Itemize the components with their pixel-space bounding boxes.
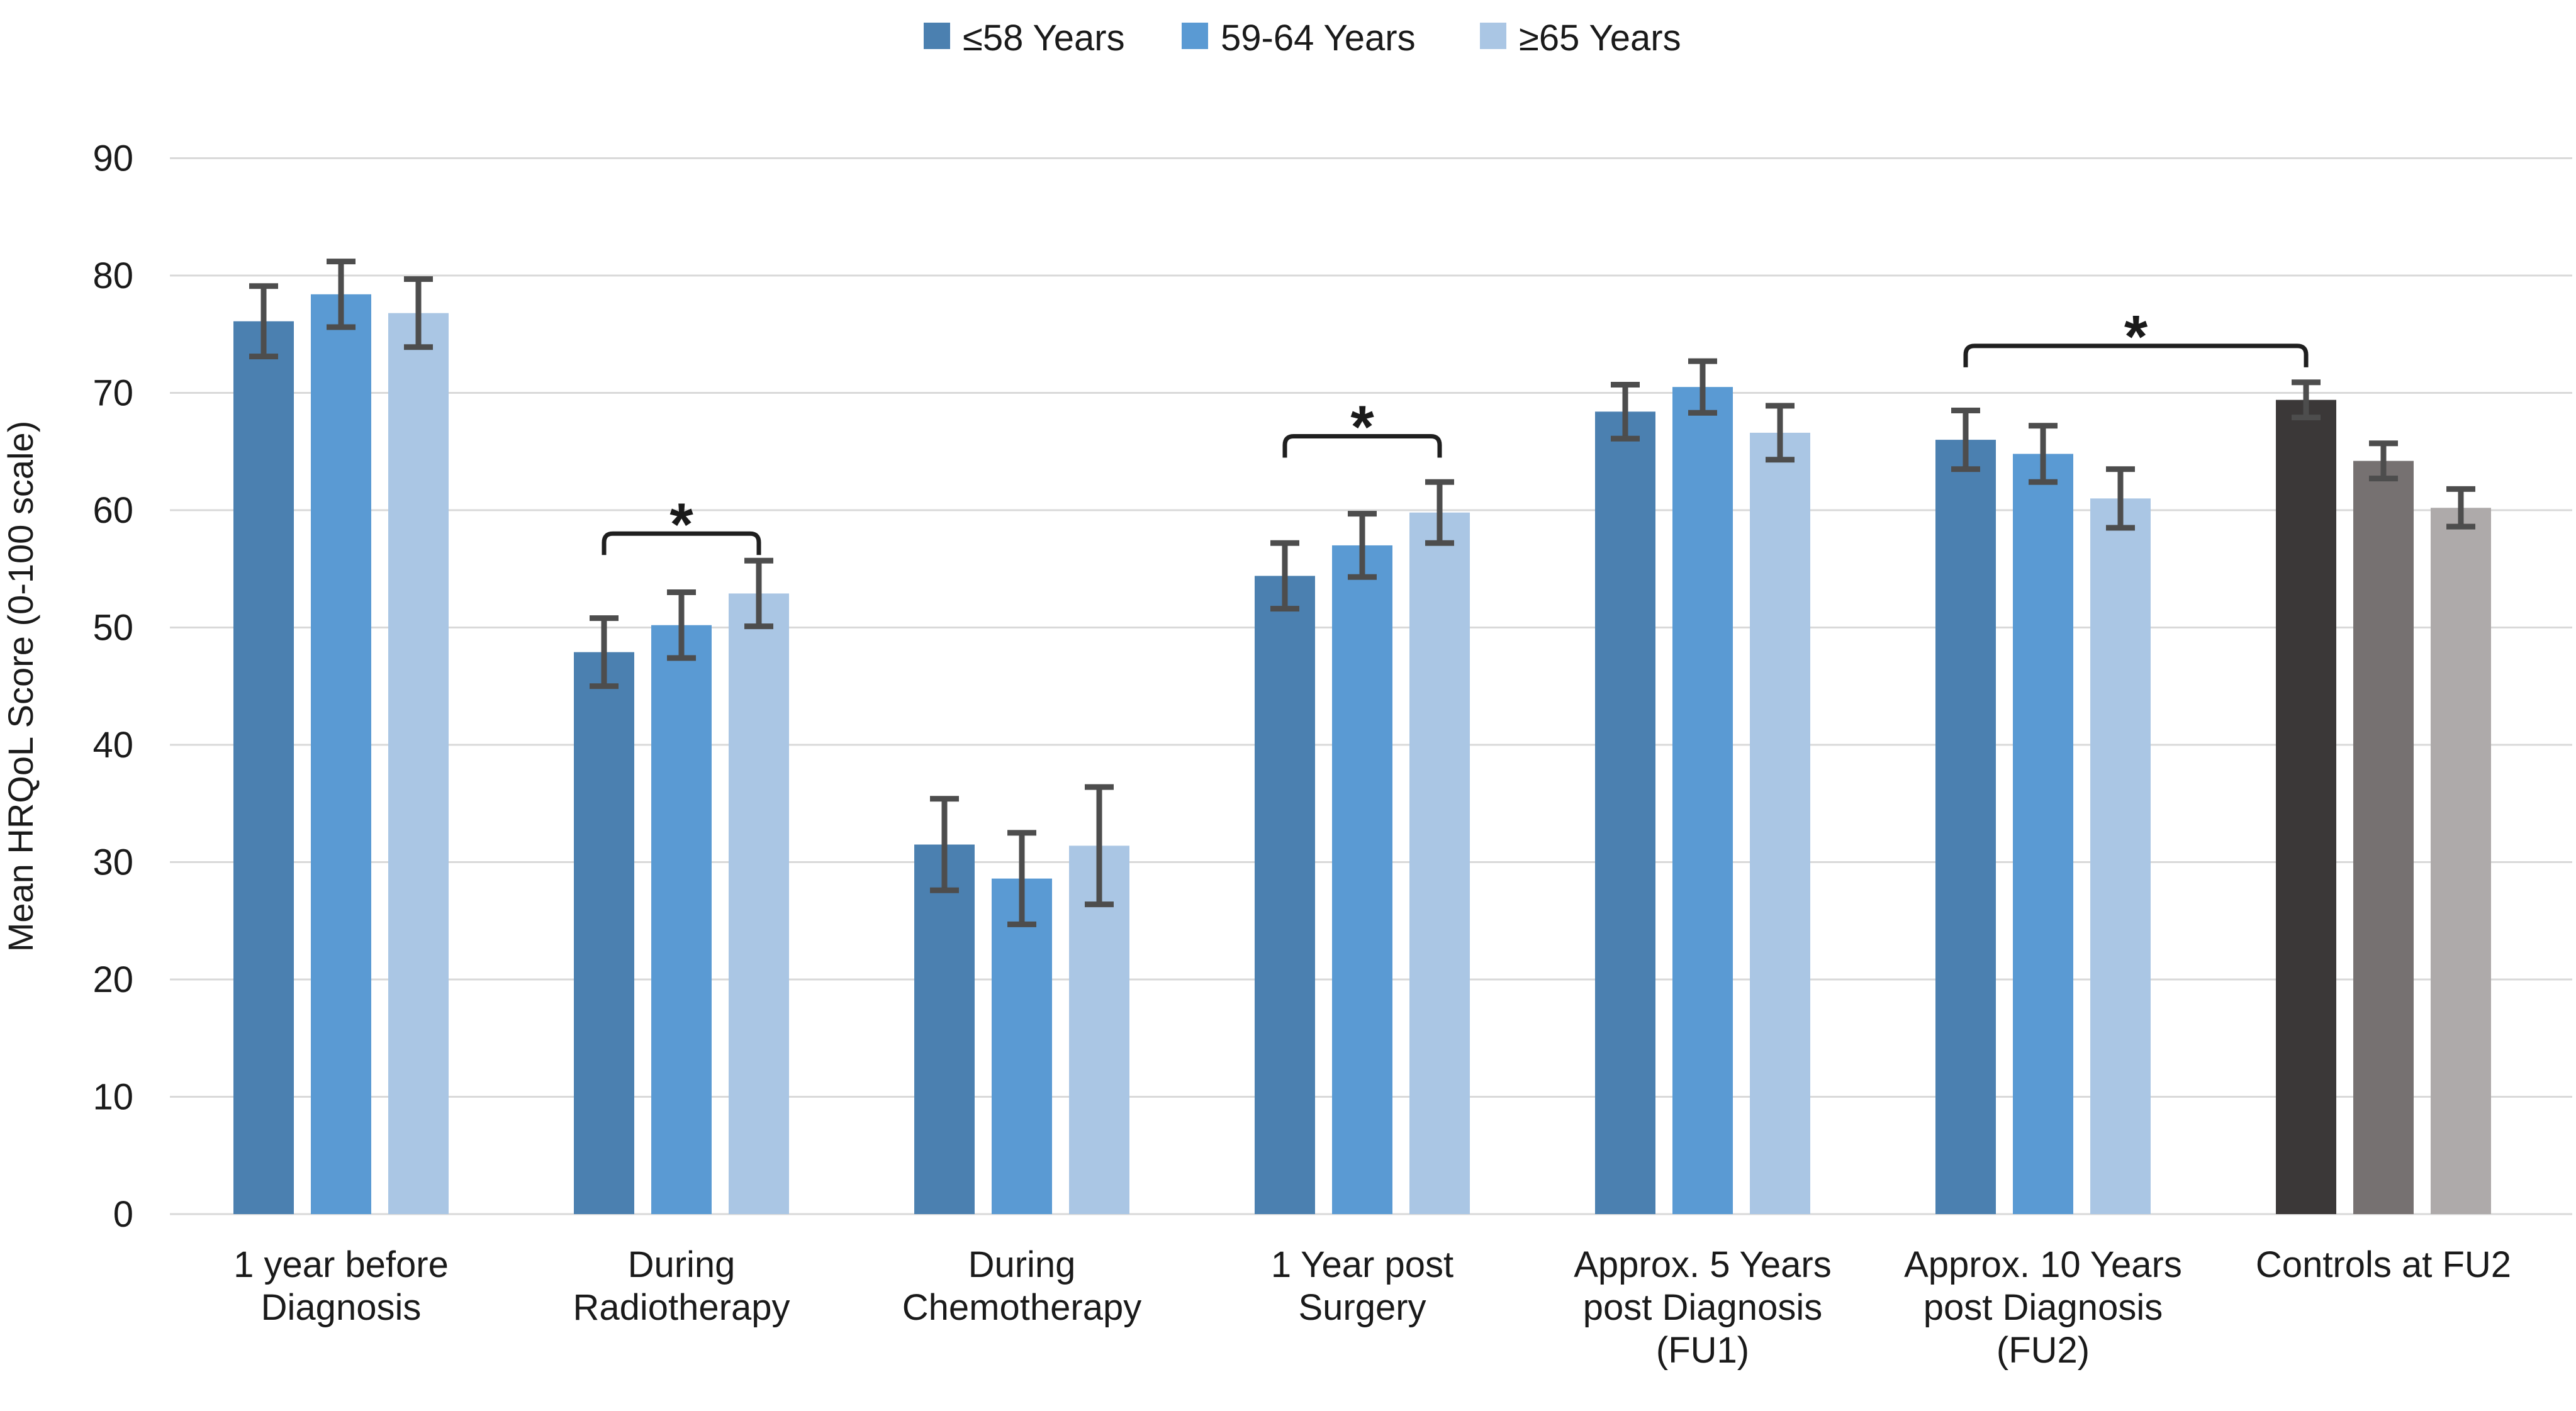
- bar-group3-series0: [1255, 576, 1315, 1214]
- error-bar-group2-series0: [930, 796, 959, 893]
- bar-group2-series0: [914, 844, 975, 1214]
- error-bar-group0-series0: [249, 283, 278, 360]
- error-bar-group2-series2: [1085, 784, 1114, 908]
- error-bar-group3-series0: [1270, 540, 1299, 612]
- x-category-label-group0: 1 year before Diagnosis: [233, 1244, 449, 1328]
- y-tick-label-50: 50: [92, 608, 133, 649]
- bar-group0-series1: [311, 294, 371, 1215]
- error-bar-group5-series0: [1951, 407, 1980, 472]
- x-category-label-group2: During Chemotherapy: [902, 1244, 1141, 1328]
- bar-group1-series0: [574, 652, 634, 1214]
- significance-layer: * * *: [602, 303, 2309, 558]
- y-tick-label-30: 30: [92, 842, 133, 883]
- bar-group4-series2: [1750, 432, 1810, 1215]
- bar-group5-series2: [2090, 498, 2151, 1214]
- significance-star-0: *: [669, 491, 693, 558]
- y-axis-title: Mean HRQoL Score (0-100 scale): [1, 421, 40, 952]
- x-axis-labels-layer: 1 year before Diagnosis During Radiotherapy…: [233, 1244, 2511, 1371]
- bar-group0-series2: [388, 313, 449, 1215]
- bars-layer: [233, 294, 2491, 1215]
- bar-group1-series2: [729, 593, 789, 1214]
- bar-group5-series1: [2013, 454, 2073, 1214]
- error-bar-group4-series0: [1611, 381, 1640, 442]
- y-tick-label-70: 70: [92, 373, 133, 414]
- error-bar-group4-series1: [1688, 358, 1717, 416]
- y-axis-ticks-layer: 0 10 20 30 40 50 60 70 80 90: [92, 138, 133, 1235]
- legend: ≤58 Years 59-64 Years ≥65 Years: [924, 18, 1681, 59]
- y-tick-label-80: 80: [92, 255, 133, 296]
- legend-label-ge65: ≥65 Years: [1519, 18, 1681, 59]
- y-tick-label-10: 10: [92, 1077, 133, 1118]
- significance-star-1: *: [1350, 394, 1374, 461]
- x-category-label-group1: During Radiotherapy: [573, 1244, 790, 1328]
- x-category-label-group5: Approx. 10 Years post Diagnosis (FU2): [1904, 1244, 2182, 1371]
- significance-bracket-2: [1963, 343, 2309, 367]
- error-bar-group1-series1: [667, 589, 696, 661]
- x-category-label-group4: Approx. 5 Years post Diagnosis (FU1): [1574, 1244, 1832, 1371]
- legend-swatch-le58: [924, 23, 950, 49]
- error-bar-group3-series1: [1348, 511, 1377, 580]
- bar-group3-series2: [1409, 512, 1470, 1214]
- significance-bracket-1: [1282, 434, 1442, 458]
- x-category-label-group6: Controls at FU2: [2256, 1244, 2511, 1285]
- error-bar-group0-series2: [404, 276, 433, 350]
- error-bar-group1-series0: [590, 615, 619, 689]
- y-tick-label-60: 60: [92, 490, 133, 531]
- legend-label-59-64: 59-64 Years: [1221, 18, 1416, 59]
- error-bar-group3-series2: [1425, 479, 1454, 546]
- error-bar-group5-series2: [2106, 466, 2135, 531]
- error-bar-group4-series2: [1766, 403, 1795, 463]
- legend-swatch-59-64: [1182, 23, 1208, 49]
- error-bar-group0-series1: [327, 259, 356, 330]
- bar-group2-series1: [992, 878, 1052, 1214]
- bar-group6-series2: [2431, 508, 2491, 1214]
- error-bar-group6-series0: [2292, 379, 2321, 421]
- error-bar-group5-series1: [2029, 423, 2058, 485]
- bar-group1-series1: [651, 625, 712, 1214]
- y-tick-label-20: 20: [92, 959, 133, 1000]
- legend-swatch-ge65: [1480, 23, 1506, 49]
- error-bar-group2-series1: [1007, 830, 1036, 927]
- error-bar-group1-series2: [744, 557, 773, 630]
- y-tick-label-0: 0: [113, 1194, 133, 1235]
- bar-group0-series0: [233, 321, 294, 1214]
- legend-label-le58: ≤58 Years: [963, 18, 1125, 59]
- bar-group3-series1: [1332, 545, 1392, 1215]
- y-tick-label-90: 90: [92, 138, 133, 179]
- bar-group4-series1: [1672, 387, 1733, 1214]
- bar-group6-series1: [2353, 460, 2414, 1215]
- error-bars-layer: [249, 259, 2475, 927]
- y-tick-label-40: 40: [92, 725, 133, 766]
- x-category-label-group3: 1 Year post Surgery: [1271, 1244, 1453, 1328]
- significance-bracket-0: [602, 531, 761, 555]
- bar-group6-series0: [2276, 399, 2336, 1215]
- bar-group4-series0: [1595, 411, 1655, 1214]
- bar-group5-series0: [1935, 440, 1996, 1214]
- error-bar-group6-series1: [2369, 440, 2398, 482]
- significance-star-2: *: [2124, 303, 2148, 371]
- error-bar-group6-series2: [2446, 486, 2475, 530]
